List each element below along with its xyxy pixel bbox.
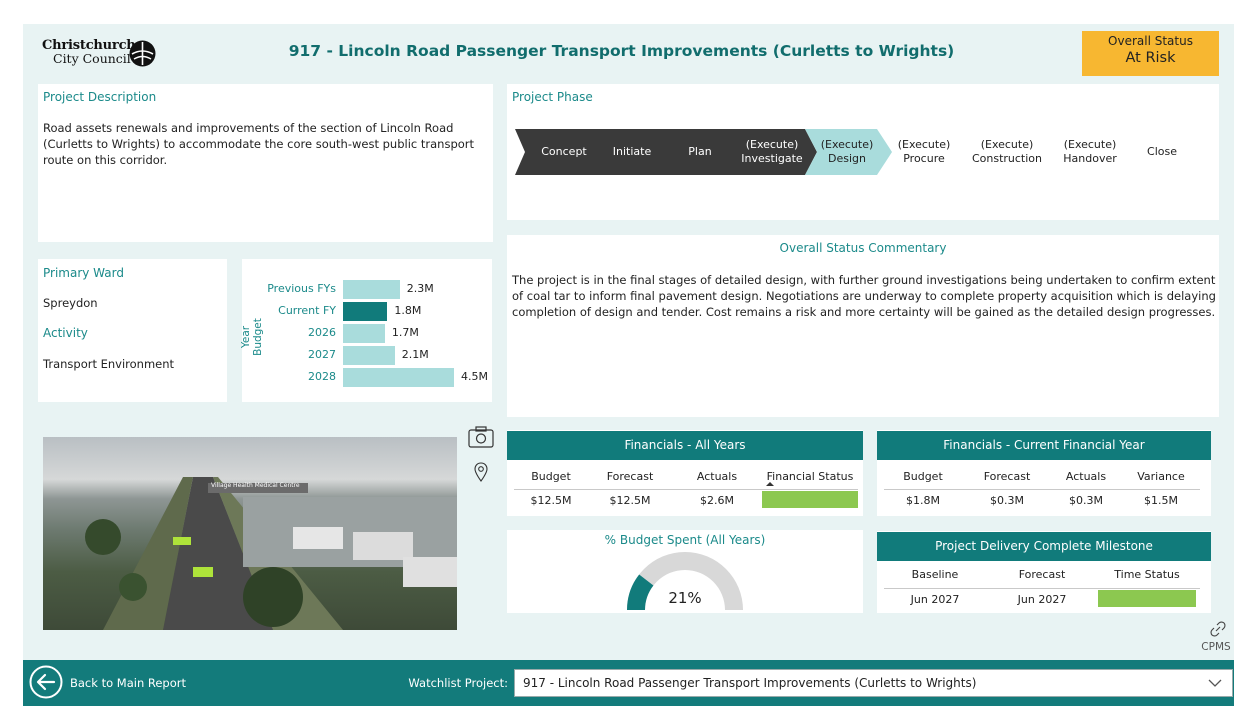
commentary-title: Overall Status Commentary (779, 241, 947, 255)
sort-indicator-icon (766, 482, 774, 486)
fin-cur-actuals-value: $0.3M (1069, 494, 1103, 507)
fin-cur-divider (884, 489, 1200, 490)
fin-cur-header-forecast: Forecast (983, 470, 1031, 483)
rendering-caption: Village Health Medical Centre (211, 482, 300, 489)
budget-bar (343, 302, 388, 321)
fin-all-budget-value: $12.5M (530, 494, 572, 507)
fin-cur-header-budget: Budget (903, 470, 943, 483)
budget-bar-label: 2027 (308, 348, 336, 361)
phase-step-concept: Concept (541, 145, 587, 158)
watchlist-project-select[interactable]: 917 - Lincoln Road Passenger Transport I… (514, 669, 1233, 697)
budget-bar-row: 2026 1.7M (246, 323, 496, 343)
milestone-title: Project Delivery Complete Milestone (877, 532, 1211, 561)
gauge-track (627, 552, 743, 610)
overall-status-badge: Overall Status At Risk (1082, 31, 1219, 76)
back-arrow-icon[interactable] (29, 665, 63, 699)
page-title: 917 - Lincoln Road Passenger Transport I… (288, 42, 955, 60)
phase-step-procure: (Execute) Procure (897, 138, 951, 165)
location-pin-icon[interactable] (474, 462, 488, 482)
cpms-link-label[interactable]: CPMS (1201, 641, 1231, 653)
camera-icon[interactable] (468, 426, 494, 448)
fin-all-header-forecast: Forecast (606, 470, 654, 483)
budget-bar-label: Current FY (278, 304, 336, 317)
fin-all-header-actuals: Actuals (696, 470, 738, 483)
budget-bar (343, 368, 454, 387)
budget-bar (343, 324, 385, 343)
milestone-time-status-indicator (1098, 590, 1196, 607)
budget-bar-label: Previous FYs (267, 282, 336, 295)
phase-title: Project Phase (512, 90, 593, 104)
budget-bar-row: Previous FYs 2.3M (246, 279, 496, 299)
milestone-baseline-value: Jun 2027 (910, 593, 960, 606)
fin-all-header-budget: Budget (531, 470, 571, 483)
budget-bar-row: 2027 2.1M (246, 345, 496, 365)
rendering-scene (85, 477, 457, 630)
phase-step-handover: (Execute) Handover (1063, 138, 1117, 165)
primary-ward-label: Primary Ward (43, 266, 124, 280)
budget-bar-value: 1.7M (391, 326, 419, 339)
phase-step-plan: Plan (688, 145, 712, 158)
budget-bar (343, 280, 400, 299)
milestone-header-time-status: Time Status (1114, 568, 1180, 581)
budget-spent-value: 21% (668, 589, 702, 607)
budget-bar-value: 2.1M (401, 348, 429, 361)
budget-bar-row: Current FY 1.8M (246, 301, 496, 321)
budget-spent-title: % Budget Spent (All Years) (604, 533, 766, 547)
milestone-forecast-value: Jun 2027 (1017, 593, 1067, 606)
fin-cur-forecast-value: $0.3M (990, 494, 1024, 507)
phase-step-construction: (Execute) Construction (971, 138, 1043, 165)
chevron-down-icon (1208, 679, 1222, 687)
description-title: Project Description (43, 90, 157, 104)
commentary-card: Overall Status Commentary The project is… (507, 235, 1219, 417)
primary-ward-value: Spreydon (43, 296, 98, 310)
fin-cur-header-actuals: Actuals (1065, 470, 1107, 483)
fin-all-status-indicator (762, 491, 858, 508)
milestone-divider (884, 588, 1200, 589)
phase-step-initiate: Initiate (612, 145, 652, 158)
budget-bar-value: 4.5M (461, 370, 488, 383)
phase-steps: Concept Initiate Plan (Execute) Investiga… (515, 129, 1215, 175)
phase-step-design: (Execute) Design (820, 138, 874, 165)
fin-all-header-status: Financial Status (766, 470, 854, 483)
fin-cur-header-variance: Variance (1137, 470, 1185, 483)
gauge-fill (627, 574, 654, 610)
phase-chevrons (515, 129, 892, 175)
phase-step-investigate: (Execute) Investigate (741, 138, 803, 165)
budget-bar-label: 2026 (308, 326, 336, 339)
budget-bar-value: 1.8M (394, 304, 422, 317)
fin-cur-variance-value: $1.5M (1144, 494, 1178, 507)
milestone-header-forecast: Forecast (1018, 568, 1066, 581)
fin-all-divider (514, 489, 858, 490)
financials-all-title: Financials - All Years (507, 431, 863, 460)
budget-bar-row: 2028 4.5M (246, 367, 496, 387)
council-logo: Christchurch City Council (42, 38, 136, 66)
fin-all-forecast-value: $12.5M (609, 494, 651, 507)
financials-current-title: Financials - Current Financial Year (877, 431, 1211, 460)
link-icon[interactable] (1210, 621, 1226, 637)
watchlist-selected-value: 917 - Lincoln Road Passenger Transport I… (523, 676, 977, 690)
budget-bar-value: 2.3M (406, 282, 434, 295)
budget-bar (343, 346, 395, 365)
phase-step-close: Close (1147, 145, 1177, 158)
activity-value: Transport Environment (43, 357, 175, 371)
phase-chevron-done (515, 129, 817, 175)
phase-chevron-current (805, 129, 892, 175)
council-emblem-icon (129, 40, 156, 67)
budget-bar-label: 2028 (308, 370, 336, 383)
project-rendering-image: Village Health Medical Centre (43, 437, 457, 630)
fin-cur-budget-value: $1.8M (906, 494, 940, 507)
watchlist-label: Watchlist Project: (408, 676, 508, 690)
activity-label: Activity (43, 326, 88, 340)
milestone-header-baseline: Baseline (911, 568, 959, 581)
budget-spent-card: % Budget Spent (All Years) (507, 530, 863, 613)
ward-card: Primary Ward Spreydon Activity Transport… (38, 259, 227, 402)
description-card: Project Description Road assets renewals… (38, 84, 493, 242)
description-text: Road assets renewals and improvements of… (43, 121, 475, 167)
fin-all-actuals-value: $2.6M (700, 494, 734, 507)
commentary-text: The project is in the final stages of de… (512, 273, 1216, 319)
budget-spent-gauge (627, 552, 743, 610)
back-to-main-report-button[interactable]: Back to Main Report (70, 676, 187, 690)
